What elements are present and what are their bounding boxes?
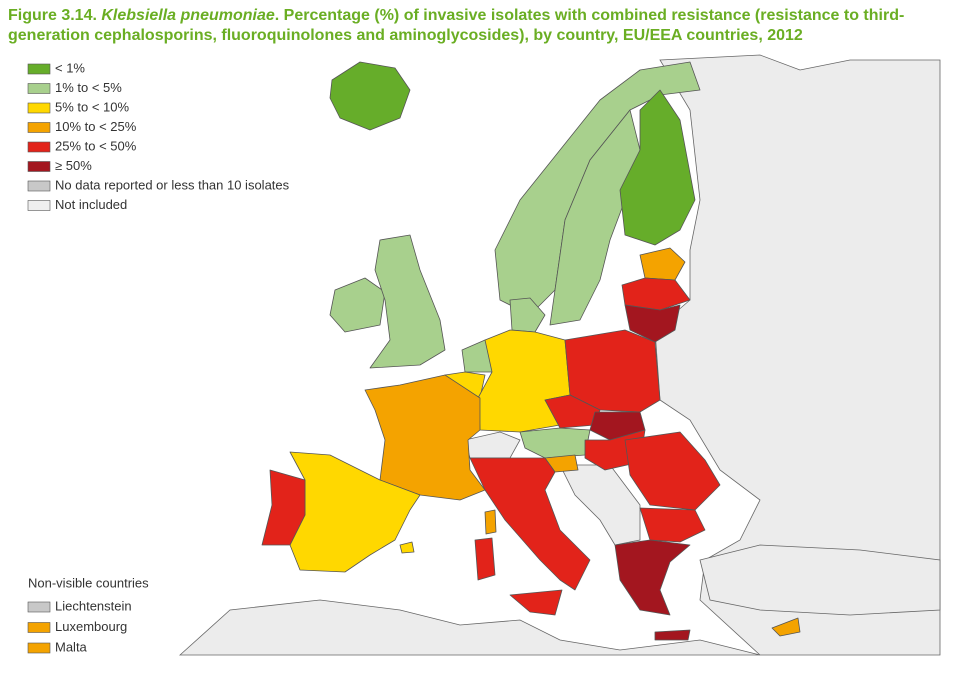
eastern-land <box>654 54 941 656</box>
legend-label: < 1% <box>55 60 85 75</box>
countries <box>261 61 801 641</box>
legend-swatch <box>27 102 51 114</box>
cyprus <box>771 617 801 637</box>
greece <box>614 539 691 616</box>
legend-swatch <box>27 161 51 172</box>
country-name: Luxembourg <box>55 619 127 634</box>
legend-swatch <box>27 63 51 75</box>
united-kingdom <box>369 234 446 369</box>
non-visible-legend: Non-visible countries Liechtenstein Luxem… <box>27 575 149 654</box>
legend-swatch <box>27 180 51 192</box>
figure-label: Figure 3.14. <box>8 7 97 24</box>
legend-label: ≥ 50% <box>55 158 92 173</box>
corsica <box>484 509 497 535</box>
legend-label: 5% to < 10% <box>55 99 130 114</box>
legend-swatch <box>27 141 51 153</box>
portugal <box>261 469 306 546</box>
romania <box>624 431 721 511</box>
legend-label: 10% to < 25% <box>55 119 137 134</box>
country-name: Liechtenstein <box>55 598 132 613</box>
finland <box>619 89 696 246</box>
bulgaria <box>639 507 706 543</box>
legend-label: 1% to < 5% <box>55 80 122 95</box>
balearic <box>399 541 415 554</box>
austria <box>519 427 591 459</box>
turkey <box>699 544 941 616</box>
figure-title: Figure 3.14. Klebsiella pneumoniae. Perc… <box>8 6 958 46</box>
sardinia <box>474 537 496 581</box>
balkans <box>559 464 641 546</box>
base-land <box>178 54 941 656</box>
sicily <box>509 589 563 616</box>
france <box>364 374 486 501</box>
title-text: . Percentage (%) of invasive isolates wi… <box>8 7 905 44</box>
country-swatch <box>27 622 51 633</box>
legend-swatch <box>27 83 51 94</box>
legend-label: 25% to < 50% <box>55 138 137 153</box>
north-africa <box>178 599 761 656</box>
legend-swatch <box>27 122 51 133</box>
italy <box>469 457 591 591</box>
iceland <box>329 61 411 131</box>
country-name: Malta <box>55 639 88 654</box>
legend-swatch <box>27 200 51 211</box>
denmark <box>509 297 546 333</box>
legend: < 1% 1% to < 5% 5% to < 10% 10% to < 25% 25%… <box>27 60 290 212</box>
legend-label: Not included <box>55 197 127 212</box>
non-visible-title: Non-visible countries <box>28 575 149 590</box>
crete <box>654 629 691 641</box>
estonia <box>639 247 686 281</box>
lithuania <box>624 304 681 343</box>
country-swatch <box>27 642 51 654</box>
ireland <box>329 277 386 333</box>
country-swatch <box>27 601 51 613</box>
legend-label: No data reported or less than 10 isolate… <box>55 177 290 192</box>
organism: Klebsiella pneumoniae <box>101 7 275 24</box>
